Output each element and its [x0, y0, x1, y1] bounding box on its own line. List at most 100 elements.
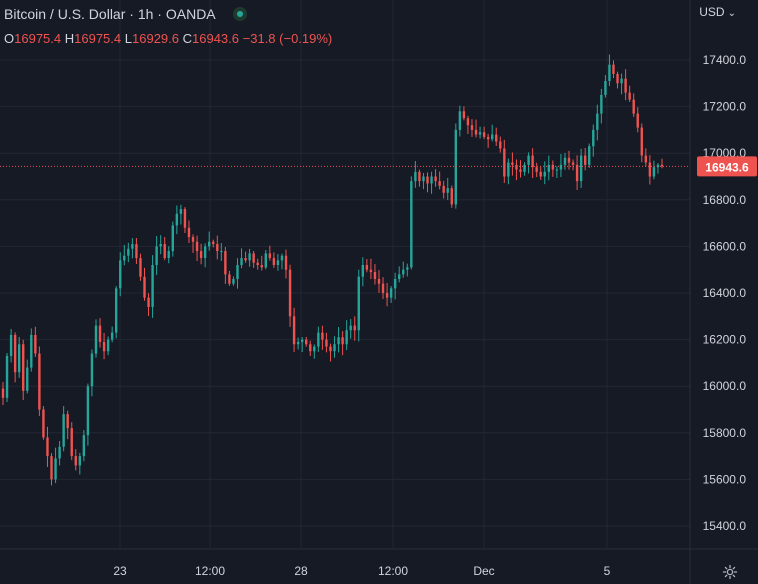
candle: [490, 124, 494, 142]
market-status-icon[interactable]: [232, 7, 247, 21]
price-tick-label: 16400.0: [703, 286, 747, 300]
candle-body: [454, 129, 458, 205]
candle: [535, 162, 538, 177]
candle-body: [446, 188, 449, 193]
candle: [402, 261, 405, 278]
price-tick-label: 16200.0: [703, 333, 747, 347]
candle-body: [34, 334, 37, 354]
candle-body: [583, 155, 587, 165]
chart-grid: [0, 0, 690, 548]
candle: [454, 123, 458, 209]
candle: [543, 161, 546, 185]
candle-body: [430, 176, 433, 184]
candle-body: [42, 409, 45, 438]
candle: [207, 231, 211, 251]
currency-selector[interactable]: USD ⌄: [699, 5, 736, 19]
candle: [147, 293, 150, 316]
candle-body: [495, 134, 498, 142]
candle-body: [478, 132, 482, 135]
candle: [139, 253, 142, 281]
candle-body: [119, 260, 122, 289]
candle: [135, 238, 138, 265]
separator: ·: [157, 6, 162, 22]
candle: [195, 235, 199, 262]
candle-body: [110, 332, 114, 340]
time-axis: 23 12:00 28 12:00 Dec 5: [0, 548, 758, 578]
candle: [42, 405, 45, 440]
candle-body: [426, 176, 429, 184]
candle: [292, 307, 296, 353]
ohlc-values: O16975.4 H16975.4 L16929.6 C16943.6 −31.…: [4, 31, 332, 46]
candle: [34, 326, 37, 357]
candle-body: [377, 279, 381, 284]
candle-body: [434, 176, 437, 182]
candle: [519, 160, 522, 178]
candle-body: [98, 325, 102, 342]
candle: [22, 339, 25, 401]
time-tick-label: 5: [604, 564, 611, 578]
candle: [175, 205, 179, 235]
candle: [62, 406, 65, 452]
candle-body: [313, 346, 316, 352]
interval-label[interactable]: 1h: [137, 6, 154, 22]
candle: [652, 160, 656, 180]
candle: [203, 243, 207, 268]
candle: [163, 237, 166, 261]
candle-body: [155, 246, 158, 266]
candle-body: [143, 276, 146, 298]
candle-body: [588, 146, 591, 165]
candle-body: [163, 244, 166, 259]
candle: [313, 344, 316, 359]
candle-body: [636, 113, 639, 128]
candle: [571, 159, 575, 171]
candle-body: [1, 388, 5, 398]
candle-body: [296, 341, 300, 345]
candle-body: [17, 344, 21, 373]
candle: [341, 331, 344, 356]
candle: [333, 336, 336, 358]
candle: [13, 332, 17, 383]
candle: [264, 249, 267, 270]
price-tick-label: 16800.0: [703, 193, 747, 207]
candle: [462, 106, 466, 121]
candle: [369, 258, 373, 280]
candle-body: [600, 94, 603, 114]
candle: [345, 320, 348, 350]
candle: [373, 264, 377, 285]
candle: [418, 169, 421, 187]
candle: [600, 88, 603, 124]
candle: [236, 258, 239, 289]
candle-body: [462, 111, 466, 119]
candle-body: [414, 171, 417, 182]
candle-body: [624, 78, 627, 93]
candle: [337, 326, 340, 353]
candle: [74, 449, 77, 471]
candle: [385, 282, 389, 307]
candle: [608, 54, 611, 87]
price-axis: 15400.0 15600.0 15800.0 16000.0 16200.0 16400…: [689, 0, 747, 584]
gear-icon[interactable]: [722, 564, 738, 580]
candle-body: [608, 64, 611, 81]
candle: [478, 126, 482, 139]
candle-body: [5, 355, 9, 398]
candle: [450, 185, 453, 208]
candle-body: [248, 253, 251, 261]
candle-body: [329, 346, 332, 352]
symbol-name[interactable]: Bitcoin / U.S. Dollar: [4, 6, 126, 22]
candle: [551, 160, 555, 177]
candle-body: [325, 339, 328, 347]
candle-body: [596, 113, 599, 130]
candle-body: [252, 253, 255, 263]
candle-body: [604, 80, 607, 95]
candle-body: [511, 162, 514, 165]
candle-body: [592, 129, 595, 147]
price-tick-label: 16000.0: [703, 379, 747, 393]
candle: [66, 410, 69, 440]
candle: [179, 204, 183, 225]
candle-body: [337, 337, 340, 345]
candle: [110, 326, 114, 343]
candle: [531, 148, 534, 179]
candle-body: [244, 258, 247, 261]
candle: [167, 246, 170, 264]
